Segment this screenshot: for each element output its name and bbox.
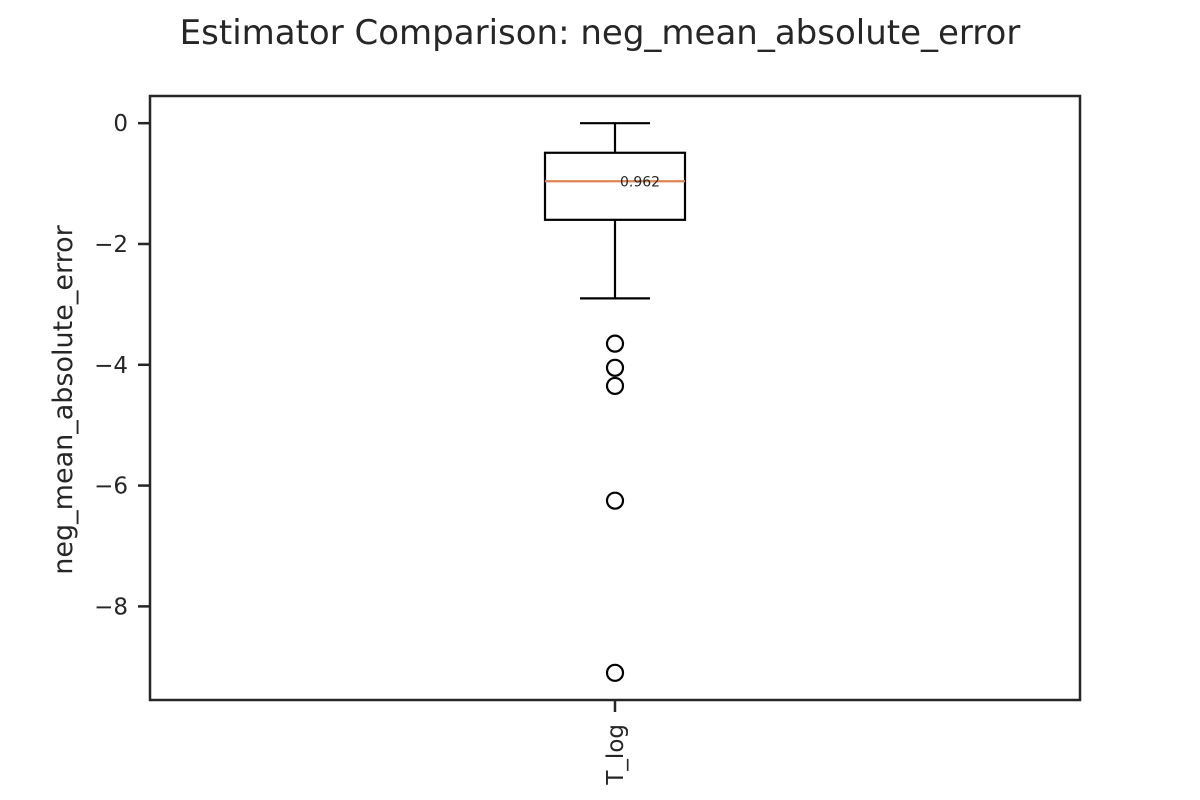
median-value-label: 0.962 (620, 174, 660, 190)
x-tick-label: T_log (603, 724, 629, 786)
box-plot-series: 0.962 (543, 122, 687, 682)
y-tick-label: −4 (94, 353, 128, 379)
y-tick-label: 0 (113, 111, 128, 137)
chart-title: Estimator Comparison: neg_mean_absolute_… (180, 13, 1021, 53)
outlier-point (605, 376, 625, 396)
outlier-point (605, 491, 625, 510)
y-axis-label: neg_mean_absolute_error (48, 224, 79, 574)
outlier-point (605, 663, 625, 682)
iqr-box (543, 151, 687, 221)
outlier-point (605, 358, 625, 377)
plot-area-frame (148, 94, 1082, 702)
x-axis: T_log (603, 700, 629, 786)
y-axis: 0 −2 −4 −6 −8 (94, 111, 150, 620)
y-tick-label: −2 (94, 232, 128, 258)
y-tick-label: −8 (94, 594, 128, 620)
y-tick-label: −6 (94, 474, 128, 500)
outlier-point (605, 334, 625, 353)
